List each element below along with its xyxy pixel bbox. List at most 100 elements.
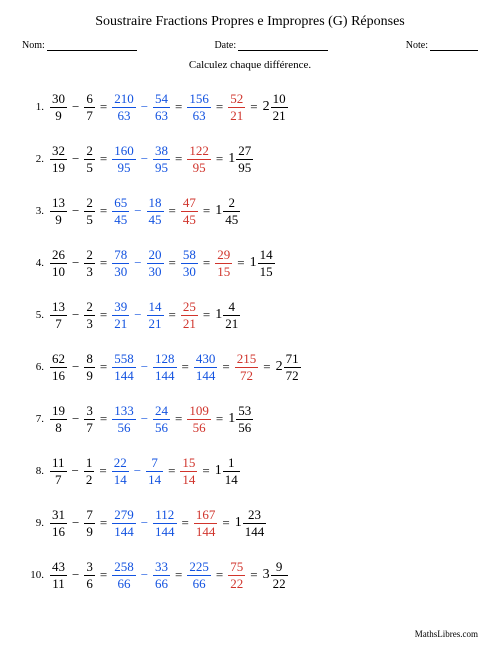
- fraction: 139: [50, 196, 67, 226]
- minus-sign: −: [141, 567, 148, 583]
- numerator: 1: [226, 456, 237, 470]
- note-line[interactable]: [430, 40, 478, 51]
- fraction: 7172: [284, 352, 301, 382]
- denominator: 95: [191, 161, 208, 175]
- fraction: 79: [84, 508, 95, 538]
- fraction: 36: [84, 560, 95, 590]
- fraction: 167144: [194, 508, 218, 538]
- minus-sign: −: [134, 307, 141, 323]
- denominator: 15: [258, 265, 275, 279]
- numerator: 210: [112, 92, 136, 106]
- numerator: 53: [236, 404, 253, 418]
- fraction: 21572: [235, 352, 259, 382]
- mixed-number: 3922: [263, 560, 288, 590]
- numerator: 27: [236, 144, 253, 158]
- denominator: 95: [153, 161, 170, 175]
- denominator: 22: [228, 577, 245, 591]
- fraction: 1514: [180, 456, 197, 486]
- problem-row: 7.198−37=13356−2456=10956=15356: [22, 393, 478, 445]
- numerator: 19: [50, 404, 67, 418]
- denominator: 9: [84, 369, 95, 383]
- fraction: 4311: [50, 560, 67, 590]
- numerator: 22: [112, 456, 129, 470]
- footer-credit: MathsLibres.com: [415, 629, 478, 639]
- equals-sign: =: [100, 307, 107, 323]
- fraction: 22566: [187, 560, 211, 590]
- mixed-number: 123144: [235, 508, 267, 538]
- fraction: 3219: [50, 144, 67, 174]
- denominator: 21: [147, 317, 164, 331]
- fraction: 198: [50, 404, 67, 434]
- denominator: 14: [180, 473, 197, 487]
- denominator: 45: [223, 213, 240, 227]
- equals-sign: =: [182, 515, 189, 531]
- numerator: 4: [226, 300, 237, 314]
- minus-sign: −: [72, 151, 79, 167]
- denominator: 72: [238, 369, 255, 383]
- whole-part: 1: [215, 463, 222, 479]
- fraction: 3895: [153, 144, 170, 174]
- denominator: 3: [84, 265, 95, 279]
- denominator: 144: [153, 525, 177, 539]
- fraction: 12: [84, 456, 95, 486]
- denominator: 14: [112, 473, 129, 487]
- denominator: 144: [153, 369, 177, 383]
- numerator: 78: [112, 248, 129, 262]
- equals-sign: =: [216, 151, 223, 167]
- denominator: 10: [50, 265, 67, 279]
- minus-sign: −: [72, 411, 79, 427]
- denominator: 56: [153, 421, 170, 435]
- numerator: 1: [84, 456, 95, 470]
- name-line[interactable]: [47, 40, 137, 51]
- denominator: 63: [191, 109, 208, 123]
- denominator: 3: [84, 317, 95, 331]
- denominator: 21: [223, 317, 240, 331]
- denominator: 66: [153, 577, 170, 591]
- numerator: 47: [181, 196, 198, 210]
- minus-sign: −: [72, 99, 79, 115]
- denominator: 30: [147, 265, 164, 279]
- fraction: 5830: [181, 248, 198, 278]
- denominator: 66: [115, 577, 132, 591]
- fraction: 245: [223, 196, 240, 226]
- fraction: 23: [84, 248, 95, 278]
- problem-row: 5.137−23=3921−1421=2521=1421: [22, 289, 478, 341]
- denominator: 11: [50, 577, 67, 591]
- numerator: 3: [84, 404, 95, 418]
- equals-sign: =: [250, 567, 257, 583]
- minus-sign: −: [72, 255, 79, 271]
- minus-sign: −: [72, 307, 79, 323]
- numerator: 32: [50, 144, 67, 158]
- header-fields: Nom: Date: Note:: [22, 40, 478, 51]
- whole-part: 3: [263, 567, 270, 583]
- problem-number: 1.: [22, 101, 44, 113]
- minus-sign: −: [141, 99, 148, 115]
- equals-sign: =: [168, 463, 175, 479]
- numerator: 2: [84, 196, 95, 210]
- equals-sign: =: [169, 255, 176, 271]
- fraction: 309: [50, 92, 67, 122]
- fraction: 6545: [112, 196, 129, 226]
- denominator: 72: [284, 369, 301, 383]
- note-field: Note:: [406, 40, 478, 51]
- minus-sign: −: [141, 515, 148, 531]
- problem-row: 9.3116−79=279144−112144=167144=123144: [22, 497, 478, 549]
- fraction: 3921: [112, 300, 129, 330]
- numerator: 24: [153, 404, 170, 418]
- equals-sign: =: [216, 567, 223, 583]
- numerator: 167: [194, 508, 218, 522]
- fraction: 112144: [153, 508, 177, 538]
- denominator: 95: [236, 161, 253, 175]
- denominator: 22: [271, 577, 288, 591]
- date-line[interactable]: [238, 40, 328, 51]
- equals-sign: =: [237, 255, 244, 271]
- problem-number: 7.: [22, 413, 44, 425]
- fraction: 114: [223, 456, 240, 486]
- mixed-number: 11415: [250, 248, 275, 278]
- numerator: 33: [153, 560, 170, 574]
- numerator: 15: [180, 456, 197, 470]
- denominator: 5: [84, 213, 95, 227]
- whole-part: 1: [215, 307, 222, 323]
- minus-sign: −: [134, 203, 141, 219]
- fraction: 7522: [228, 560, 245, 590]
